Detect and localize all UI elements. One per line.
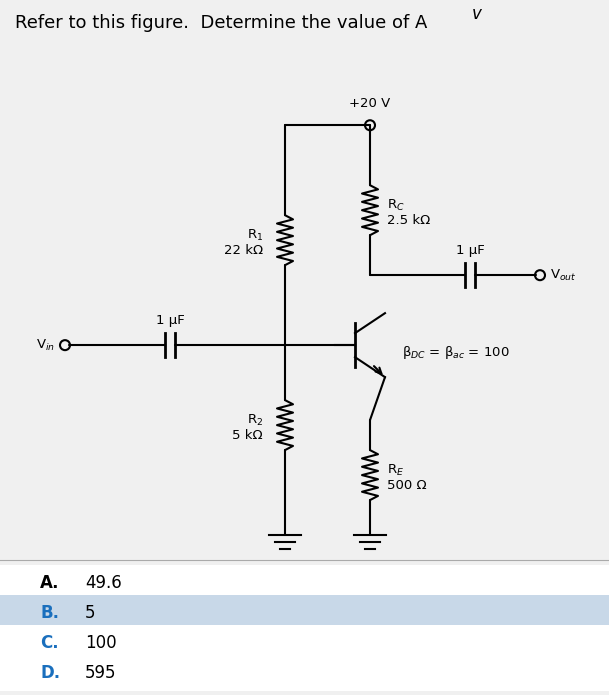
Text: 595: 595 <box>85 664 116 682</box>
Text: 5 kΩ: 5 kΩ <box>233 429 263 441</box>
Text: R$_1$: R$_1$ <box>247 228 263 243</box>
Text: B.: B. <box>40 604 59 622</box>
Text: 5: 5 <box>85 604 96 622</box>
Text: 2.5 kΩ: 2.5 kΩ <box>387 213 430 227</box>
Text: R$_C$: R$_C$ <box>387 197 405 213</box>
Text: 22 kΩ: 22 kΩ <box>224 244 263 256</box>
Text: +20 V: +20 V <box>350 97 390 111</box>
Text: R$_E$: R$_E$ <box>387 463 404 477</box>
Text: V$_{in}$: V$_{in}$ <box>36 338 55 352</box>
Text: 100: 100 <box>85 634 117 652</box>
Text: V$_{out}$: V$_{out}$ <box>550 268 577 283</box>
Text: Refer to this figure.  Determine the value of A: Refer to this figure. Determine the valu… <box>15 15 428 32</box>
Text: R$_2$: R$_2$ <box>247 413 263 427</box>
Text: 1 μF: 1 μF <box>156 314 185 327</box>
Text: 1 μF: 1 μF <box>456 244 484 257</box>
FancyBboxPatch shape <box>0 565 609 601</box>
Text: β$_{DC}$ = β$_{ac}$ = 100: β$_{DC}$ = β$_{ac}$ = 100 <box>402 343 510 361</box>
Text: C.: C. <box>40 634 58 652</box>
FancyBboxPatch shape <box>0 0 609 40</box>
FancyBboxPatch shape <box>0 625 609 661</box>
Text: D.: D. <box>40 664 60 682</box>
Text: 500 Ω: 500 Ω <box>387 479 427 491</box>
FancyBboxPatch shape <box>0 655 609 691</box>
Text: A.: A. <box>40 574 60 592</box>
Text: v: v <box>472 6 482 23</box>
FancyBboxPatch shape <box>0 595 609 631</box>
Text: 49.6: 49.6 <box>85 574 122 592</box>
